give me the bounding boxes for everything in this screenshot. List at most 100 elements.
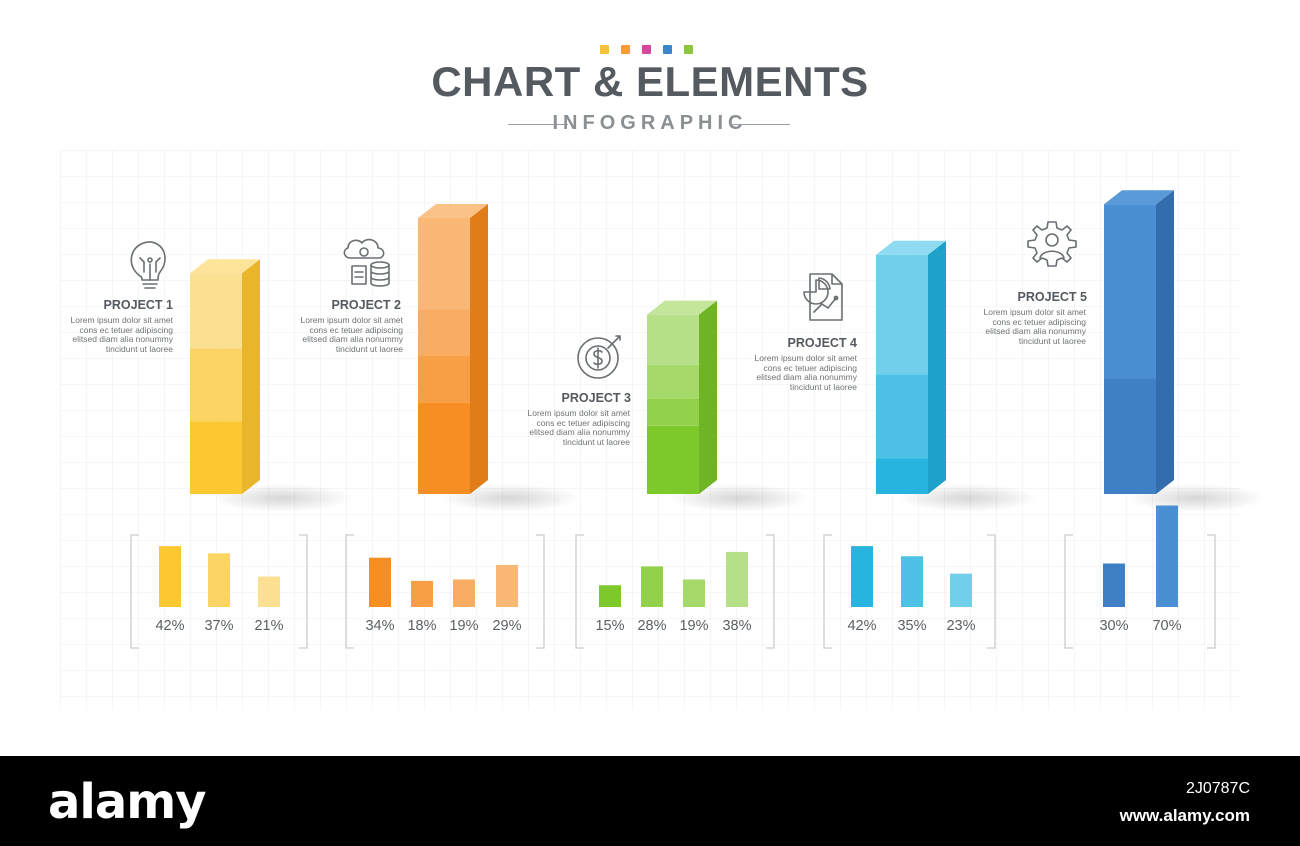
color-dot-1 [600,45,609,54]
description-line: tincidunt ut laoree [1018,335,1086,346]
mini-pct-label: 42% [155,618,184,634]
mini-bar-2-1 [369,557,391,607]
project-2-description: Lorem ipsum dolor sit amet cons ec tetuer… [283,315,403,354]
bar-3-segment-4 [647,314,699,365]
bar-4-top [876,240,946,255]
description-line: tincidunt ut laoree [105,343,173,354]
bar-1-segment-1 [190,421,242,494]
mini-pct-label: 19% [679,618,708,634]
mini-bar-1-2 [208,553,230,607]
description-line: Lorem ipsum dolor sit amet [70,315,173,325]
mini-bar-2-4 [496,564,518,607]
bar-3-segment-3 [647,364,699,399]
mini-pct-label: 34% [365,618,394,634]
bar-3-top [647,300,717,315]
bar-5-top [1104,190,1174,205]
bar-4-segment-2 [876,374,928,459]
description-line: elitsed diam alia nonummy [985,326,1086,337]
description-line: Lorem ipsum dolor sit amet [983,307,1086,317]
mini-bar-4-1 [851,546,873,607]
bar-1-segment-3 [190,273,242,349]
mini-pct-label: 30% [1099,618,1128,634]
bar-shadow-3 [669,484,809,512]
bar-2-top [418,204,488,218]
mini-bar-4-2 [901,556,923,607]
color-dot-3 [642,45,651,54]
bar-shadow-5 [1126,484,1266,512]
description-line: cons ec tetuer adipiscing [992,316,1086,327]
description-line: elitsed diam alia nonummy [529,427,630,438]
mini-chart-1: 42% 37% 21% [130,534,308,649]
project-4-description: Lorem ipsum dolor sit amet cons ec tetuer… [737,353,857,392]
description-line: tincidunt ut laoree [789,381,857,392]
cloud-database-icon [343,238,390,287]
mini-pct-label: 19% [449,618,478,634]
mini-frame-left [345,534,354,649]
mini-bar-4-3 [950,573,972,607]
mini-frame-right [536,534,545,649]
bar-5-segment-2 [1104,204,1156,379]
bar-4-side [928,240,946,494]
description-line: Lorem ipsum dolor sit amet [300,315,403,325]
bar-2-segment-1 [418,402,470,494]
mini-bar-3-3 [683,579,705,607]
bar-2-segment-4 [418,218,470,310]
description-line: tincidunt ut laoree [562,436,630,447]
mini-frame-right [299,534,308,649]
mini-bar-3-2 [641,566,663,607]
mini-frame-left [1064,534,1073,649]
description-line: elitsed diam alia nonummy [72,334,173,345]
mini-chart-5: 30% 70% [1064,505,1216,649]
mini-chart-4: 42% 35% 23% [823,534,996,649]
mini-pct-label: 15% [595,618,624,634]
mini-pct-label: 21% [254,618,283,634]
footer-bar: alamy 2J0787C www.alamy.com [0,756,1300,846]
project-4-label: PROJECT 4 [787,336,857,350]
user-gear-icon [1027,221,1077,267]
mini-bar-1-3 [258,576,280,607]
mini-frame-right [987,534,996,649]
bar-shadow-2 [440,484,580,512]
bar-4-segment-3 [876,254,928,375]
bar-shadow-4 [898,484,1038,512]
color-dot-4 [663,45,672,54]
bar-1-segment-2 [190,348,242,422]
mini-pct-label: 38% [722,618,751,634]
mini-pct-label: 70% [1152,618,1181,634]
mini-bar-5-2 [1156,505,1178,607]
main-bar-2 [418,204,580,512]
image-id: 2J0787C [1185,780,1250,797]
bar-3-segment-2 [647,398,699,426]
subtitle-line-right [730,124,790,125]
mini-pct-label: 23% [946,618,975,634]
main-bar-3 [647,300,809,512]
page-subtitle: INFOGRAPHIC [552,112,748,134]
project-5-description: Lorem ipsum dolor sit amet cons ec tetuer… [966,307,1086,346]
color-dot-5 [684,45,693,54]
mini-pct-label: 37% [204,618,233,634]
footer-url[interactable]: www.alamy.com [1119,806,1250,825]
mini-frame-right [1207,534,1216,649]
project-1-description: Lorem ipsum dolor sit amet cons ec tetuer… [53,315,173,354]
subtitle-line-left [508,124,568,125]
bar-shadow-1 [212,484,352,512]
main-bar-4 [876,240,1038,512]
description-line: cons ec tetuer adipiscing [79,324,173,335]
description-line: Lorem ipsum dolor sit amet [754,353,857,363]
alamy-logo: alamy [48,774,207,830]
bar-2-segment-2 [418,356,470,403]
description-line: Lorem ipsum dolor sit amet [527,408,630,418]
mini-frame-left [130,534,139,649]
mini-chart-2: 34% 18% 19% 29% [345,534,545,649]
project-1-label: PROJECT 1 [103,298,173,312]
mini-bar-5-1 [1103,563,1125,607]
mini-frame-left [575,534,584,649]
bar-2-segment-3 [418,309,470,356]
color-dots [600,45,693,54]
bar-5-side [1156,190,1174,494]
main-bar-5 [1104,190,1266,512]
mini-bar-3-4 [726,551,748,607]
description-line: tincidunt ut laoree [335,343,403,354]
description-line: cons ec tetuer adipiscing [309,324,403,335]
main-bar-chart: 42% 37% 21% 34% 18% 19% 29% 15% 28% 19% 38% 42% 35% 2… [130,190,1266,649]
